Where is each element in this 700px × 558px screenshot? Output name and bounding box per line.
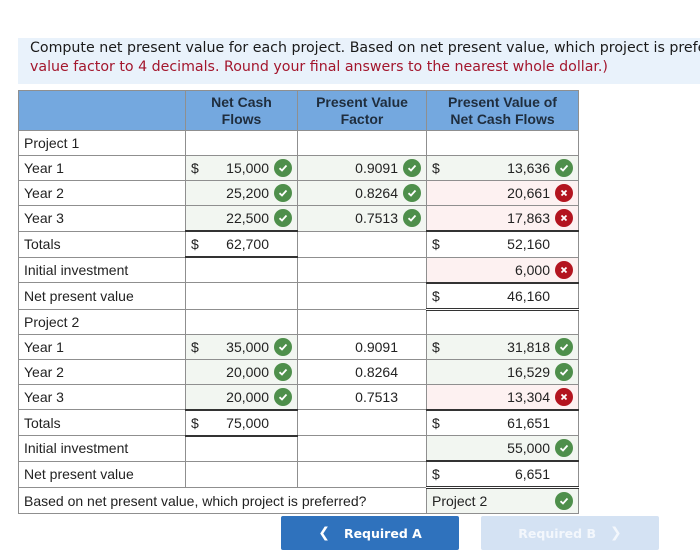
row-label: Year 1: [18, 333, 186, 360]
row-label: Year 2: [18, 180, 186, 206]
cash-input[interactable]: $ 15,000: [185, 155, 298, 181]
factor-input[interactable]: 0.9091: [297, 155, 427, 181]
check-icon: [274, 362, 292, 381]
check-icon: [403, 159, 421, 177]
row-label: Year 3: [18, 205, 186, 232]
required-a-label: Required A: [343, 525, 422, 541]
cash-input[interactable]: $ 35,000: [185, 333, 298, 360]
row-label: Project 1: [18, 130, 186, 156]
check-icon: [555, 337, 573, 356]
check-icon: [274, 209, 292, 227]
row-label: Initial investment: [18, 256, 186, 283]
check-icon: [274, 337, 292, 356]
required-b-button[interactable]: Required B ❯: [481, 516, 659, 550]
check-icon: [403, 209, 421, 228]
header-blank: [18, 90, 186, 131]
factor-value: 0.8264: [297, 358, 427, 385]
check-icon: [555, 159, 573, 177]
preferred-row: Based on net present value, which projec…: [18, 487, 579, 514]
row-label: Net present value: [18, 460, 186, 488]
factor-input[interactable]: 0.8264: [297, 180, 427, 206]
cash-total: $ 75,000: [185, 408, 298, 437]
pv-total: $ 61,651: [426, 408, 579, 436]
npv-value: $ 6,651: [426, 460, 579, 489]
cash-input[interactable]: 20,000: [185, 383, 298, 410]
instructions-line-2: value factor to 4 decimals. Round your f…: [30, 59, 608, 75]
check-icon: [555, 492, 573, 510]
check-icon: [274, 159, 292, 177]
chevron-right-icon: ❯: [609, 525, 622, 541]
initial-investment-input[interactable]: 55,000: [426, 435, 579, 462]
pv-input[interactable]: 13,304: [426, 383, 579, 410]
chevron-left-icon: ❮: [318, 525, 330, 541]
npv-row: Net present value $ 46,160: [18, 281, 579, 311]
npv-value: $ 46,160: [426, 281, 579, 311]
pv-input[interactable]: 16,529: [426, 358, 579, 385]
required-b-label: Required B: [518, 525, 596, 541]
check-icon: [555, 439, 573, 457]
preferred-question: Based on net present value, which projec…: [18, 487, 427, 514]
npv-row: Net present value $ 6,651: [18, 460, 579, 489]
totals-row: Totals $ 75,000 $ 61,651: [18, 408, 579, 437]
pv-input[interactable]: $ 13,636: [426, 155, 579, 181]
x-icon: [555, 387, 573, 406]
pv-input[interactable]: 20,661: [426, 180, 579, 206]
table-row: Year 2 25,200 0.8264 20,661: [18, 180, 579, 206]
cash-input[interactable]: 22,500: [185, 205, 298, 232]
row-label: Project 2: [18, 308, 186, 335]
cash-total: $ 62,700: [185, 230, 298, 258]
header-net-cash-flows: Net Cash Flows: [185, 90, 298, 131]
totals-row: Totals $ 62,700 $ 52,160: [18, 230, 579, 258]
x-icon: [555, 184, 573, 202]
project2-heading-row: Project 2: [18, 308, 579, 335]
x-icon: [555, 260, 573, 279]
table-row: Year 3 20,000 0.7513 13,304: [18, 383, 579, 410]
row-label: Totals: [18, 409, 186, 436]
row-label: Totals: [18, 230, 186, 258]
factor-value: 0.9091: [297, 333, 427, 360]
project1-heading-row: Project 1: [18, 130, 579, 156]
check-icon: [274, 184, 292, 202]
factor-input[interactable]: 0.7513: [297, 205, 427, 232]
header-row: Net Cash Flows Present Value Factor Presen…: [18, 90, 579, 131]
row-label: Year 2: [18, 358, 186, 385]
cash-input[interactable]: 20,000: [185, 358, 298, 385]
pv-total: $ 52,160: [426, 230, 579, 258]
initial-investment-row: Initial investment 6,000: [18, 256, 579, 283]
row-label: Net present value: [18, 282, 186, 310]
table-row: Year 1 $ 35,000 0.9091 $ 31,818: [18, 333, 579, 360]
row-label: Year 3: [18, 383, 186, 410]
row-label: Initial investment: [18, 435, 186, 462]
pv-input[interactable]: $ 31,818: [426, 333, 579, 360]
cash-input[interactable]: 25,200: [185, 180, 298, 206]
header-pv-factor: Present Value Factor: [297, 90, 427, 131]
preferred-project-select[interactable]: Project 2: [426, 487, 579, 514]
npv-table: Net Cash Flows Present Value Factor Presen…: [18, 90, 579, 514]
pv-input[interactable]: 17,863: [426, 205, 579, 232]
initial-investment-row: Initial investment 55,000: [18, 435, 579, 462]
table-row: Year 3 22,500 0.7513 17,863: [18, 205, 579, 232]
instructions-banner: Compute net present value for each proje…: [18, 38, 700, 84]
instructions-line-1: Compute net present value for each proje…: [30, 40, 700, 56]
check-icon: [274, 387, 292, 406]
factor-value: 0.7513: [297, 383, 427, 410]
table-row: Year 1 $ 15,000 0.9091 $ 13,636: [18, 155, 579, 181]
required-a-button[interactable]: ❮ Required A: [281, 516, 459, 550]
x-icon: [555, 209, 573, 227]
initial-investment-input[interactable]: 6,000: [426, 256, 579, 283]
table-row: Year 2 20,000 0.8264 16,529: [18, 358, 579, 385]
check-icon: [555, 362, 573, 381]
check-icon: [403, 184, 421, 202]
header-pv-net-cash-flows: Present Value of Net Cash Flows: [426, 90, 579, 131]
row-label: Year 1: [18, 155, 186, 181]
